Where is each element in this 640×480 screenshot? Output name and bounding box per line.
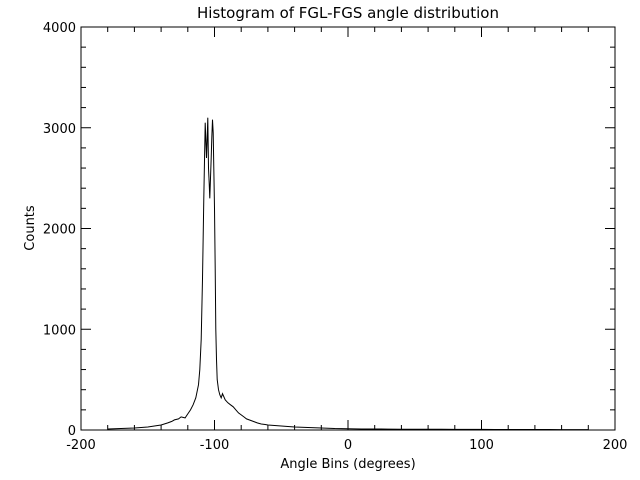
x-axis-label: Angle Bins (degrees) [280,457,415,472]
plot-frame [80,26,616,431]
x-tick-label: -200 [66,438,96,453]
x-tick-label: 100 [469,438,494,453]
y-tick-label: 1000 [43,323,76,338]
y-tick-label: 3000 [43,122,76,137]
axis-ticks [80,26,616,431]
x-tick-label: 200 [603,438,628,453]
x-tick-label: -100 [200,438,230,453]
y-tick-label: 2000 [43,223,76,238]
x-tick-label: 0 [344,438,352,453]
data-series-line [107,117,589,431]
y-tick-label: 0 [68,424,76,439]
y-axis-label: Counts [23,205,38,251]
chart-title: Histogram of FGL-FGS angle distribution [197,4,499,22]
y-tick-label: 4000 [43,21,76,36]
